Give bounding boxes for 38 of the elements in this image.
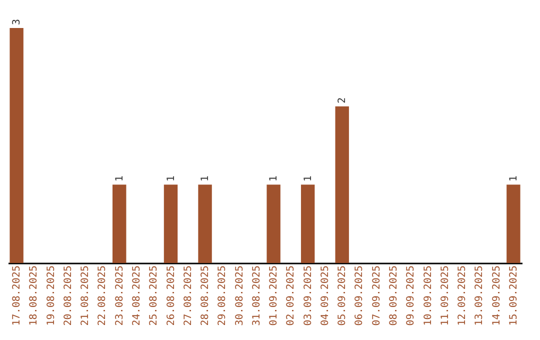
x-tick-label: 24.08.2025 bbox=[132, 266, 142, 326]
data-label: 1 bbox=[302, 176, 314, 182]
x-tick-label: 06.09.2025 bbox=[354, 266, 366, 326]
x-tick-label: 21.08.2025 bbox=[80, 266, 92, 326]
x-tick-label: 05.09.2025 bbox=[337, 266, 348, 326]
x-tick-label: 14.09.2025 bbox=[491, 266, 502, 326]
x-tick-label: 09.09.2025 bbox=[406, 266, 417, 326]
x-tick-label: 02.09.2025 bbox=[286, 266, 297, 326]
x-tick-label: 27.08.2025 bbox=[182, 266, 194, 326]
x-tick-label: 03.09.2025 bbox=[302, 266, 314, 326]
x-tick-label: 01.09.2025 bbox=[268, 266, 280, 326]
x-tick-label: 22.08.2025 bbox=[97, 266, 108, 326]
data-label: 1 bbox=[508, 176, 520, 182]
data-label: 3 bbox=[12, 18, 23, 25]
x-tick-label: 11.09.2025 bbox=[440, 266, 451, 326]
x-tick-label: 20.08.2025 bbox=[62, 266, 74, 326]
data-label: 1 bbox=[200, 176, 212, 182]
x-tick-label: 04.09.2025 bbox=[320, 266, 331, 326]
x-tick-label: 15.09.2025 bbox=[508, 266, 520, 326]
x-tick-label: 28.08.2025 bbox=[200, 266, 212, 326]
x-tick-label: 29.08.2025 bbox=[217, 266, 228, 326]
x-tick-label: 18.08.2025 bbox=[28, 266, 40, 326]
x-tick-label: 26.08.2025 bbox=[166, 266, 177, 326]
x-tick-label: 10.09.2025 bbox=[422, 266, 434, 326]
x-tick-label: 13.09.2025 bbox=[474, 266, 486, 326]
data-label: 1 bbox=[114, 176, 126, 182]
x-tick-label: 08.09.2025 bbox=[388, 266, 400, 326]
data-label: 1 bbox=[268, 176, 280, 182]
data-label: 1 bbox=[166, 176, 177, 182]
x-tick-label: 07.09.2025 bbox=[371, 266, 382, 326]
x-tick-label: 23.08.2025 bbox=[114, 266, 126, 326]
x-tick-label: 17.08.2025 bbox=[12, 266, 23, 326]
x-tick-label: 31.08.2025 bbox=[251, 266, 262, 326]
x-tick-label: 30.08.2025 bbox=[234, 266, 246, 326]
data-label: 2 bbox=[337, 97, 348, 104]
x-tick-label: 12.09.2025 bbox=[457, 266, 468, 326]
x-tick-label: 19.08.2025 bbox=[46, 266, 57, 326]
x-tick-label: 25.08.2025 bbox=[148, 266, 160, 326]
